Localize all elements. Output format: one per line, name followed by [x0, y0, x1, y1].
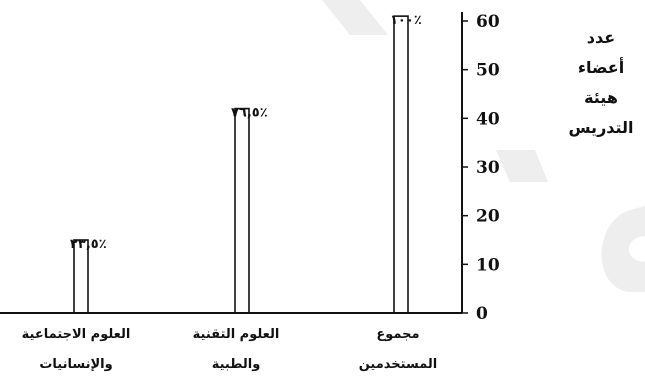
- y-tick-label: 50: [476, 61, 500, 81]
- y-axis-title: عدد أعضاء هيئة التدريس: [568, 28, 633, 137]
- category-label: والطبية: [212, 357, 261, 372]
- y-tick-label: 30: [476, 158, 500, 178]
- y-tick-label: 40: [476, 109, 500, 129]
- bar-value-label: ٪٢٣,٥: [70, 237, 107, 252]
- bars: [73, 15, 409, 314]
- category-labels: العلوم الاجتماعية والإنسانيات العلوم التقن…: [22, 327, 438, 372]
- bar-value-label: ٪١٠٠: [390, 13, 422, 28]
- y-tick-label: 60: [476, 12, 500, 32]
- y-axis-title-line: عدد: [587, 28, 615, 47]
- bar: [234, 107, 250, 314]
- bar: [393, 15, 409, 314]
- y-axis-title-line: هيئة: [584, 88, 618, 107]
- bar-value-label: ٪٧٦,٥: [231, 106, 268, 121]
- y-tick-label: 10: [476, 255, 500, 275]
- category-label: المستخدمين: [359, 357, 438, 372]
- y-tick-label: 0: [476, 304, 488, 324]
- y-tick-label: 20: [476, 207, 500, 227]
- category-label: العلوم الاجتماعية: [22, 327, 131, 342]
- watermark: [322, 0, 645, 292]
- y-axis: 0 10 20 30 40 50 60: [0, 12, 500, 324]
- category-label: والإنسانيات: [39, 357, 112, 372]
- y-axis-title-line: أعضاء: [578, 57, 624, 77]
- category-label: العلوم التقنية: [193, 327, 280, 342]
- category-label: مجموع: [376, 327, 419, 342]
- data-labels: ٪٢٣,٥ ٪٧٦,٥ ٪١٠٠: [70, 13, 422, 252]
- y-axis-title-line: التدريس: [568, 118, 633, 137]
